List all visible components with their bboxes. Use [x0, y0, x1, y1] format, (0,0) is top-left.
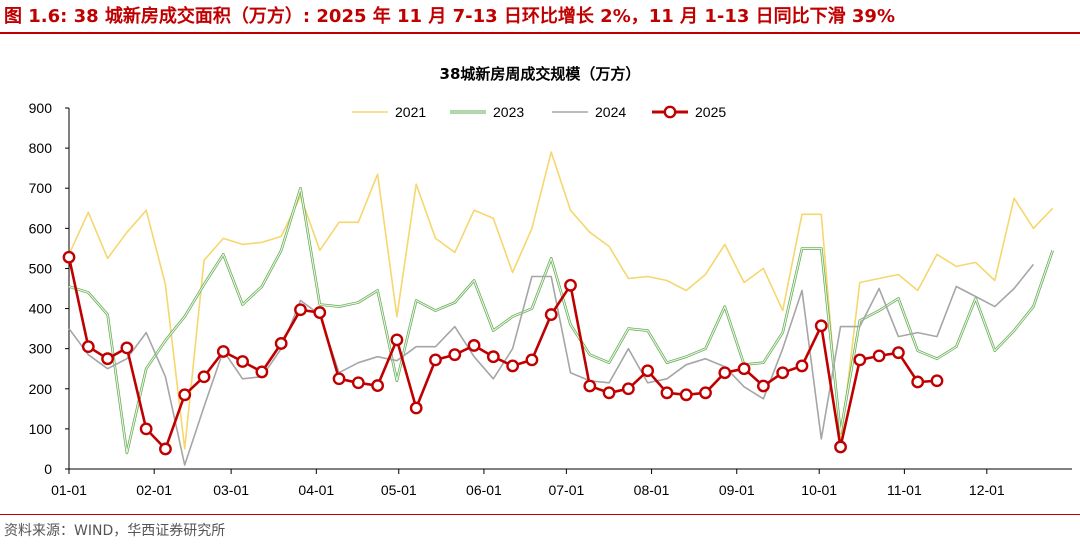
series-2025-point: [795, 359, 809, 373]
series-2025-point: [853, 353, 867, 367]
series-2025-point: [236, 355, 249, 368]
legend-label: 2023: [493, 104, 524, 120]
series-2025-point: [583, 379, 597, 393]
y-tick-label: 200: [29, 381, 53, 397]
series-2025-point: [930, 374, 944, 388]
title-rule: [0, 32, 1080, 34]
series-2025-point: [699, 386, 712, 400]
series-2025-point: [409, 401, 423, 415]
y-tick-label: 100: [29, 421, 53, 437]
series-2025-point: [429, 353, 442, 367]
series-2025-point: [178, 388, 192, 402]
x-tick-label: 09-01: [719, 482, 755, 498]
y-tick-label: 400: [29, 301, 53, 317]
x-tick-label: 07-01: [548, 482, 584, 498]
series-2025-point: [737, 362, 751, 376]
series-2025-point: [506, 359, 520, 373]
series-2025-point: [197, 370, 211, 384]
series-2025-point: [274, 337, 288, 350]
y-tick-label: 0: [44, 461, 52, 477]
y-tick-label: 900: [29, 100, 53, 116]
series-2025-point: [101, 352, 114, 366]
x-tick-label: 05-01: [381, 482, 417, 498]
legend-label: 2025: [695, 104, 726, 120]
series-2025-point: [756, 379, 770, 393]
series-2025-point: [371, 379, 385, 392]
x-tick-label: 10-01: [801, 482, 837, 498]
series-2025-point: [255, 365, 269, 379]
x-tick-label: 01-01: [51, 482, 87, 498]
y-tick-label: 700: [29, 180, 53, 196]
series-2025-point: [544, 308, 558, 321]
series-2023-line: [68, 187, 1054, 454]
y-tick-label: 300: [29, 341, 53, 357]
series-2025-point: [448, 348, 462, 362]
series-2025-point: [120, 341, 134, 355]
x-tick-label: 02-01: [136, 482, 172, 498]
series-2021-line: [68, 151, 1054, 450]
series-2025-point: [892, 346, 905, 360]
x-tick-label: 08-01: [634, 482, 670, 498]
x-tick-label: 04-01: [298, 482, 334, 498]
series-2025-point: [294, 303, 307, 317]
series-2025-point: [679, 388, 693, 402]
figure-title: 图 1.6: 38 城新房成交面积（万方）: 2025 年 11 月 7-13 …: [4, 6, 895, 27]
series-2025-point: [621, 382, 635, 396]
chart-title: 38城新房周成交规模（万方）: [440, 65, 641, 83]
source-note: 资料来源：WIND，华西证券研究所: [4, 523, 226, 539]
series-2025-point: [62, 250, 76, 264]
series-2025-point: [139, 422, 153, 436]
x-tick-label: 03-01: [213, 482, 249, 498]
legend-marker: [663, 105, 677, 119]
x-tick-label: 11-01: [887, 482, 922, 498]
y-tick-label: 500: [29, 260, 53, 276]
series-2025-point: [834, 440, 847, 454]
series-2025-point: [313, 306, 327, 319]
footer-rule: [0, 514, 1080, 515]
series-2025-point: [872, 349, 886, 363]
x-tick-label: 12-01: [969, 482, 1005, 498]
series-2025-point: [911, 375, 925, 389]
series-2025-point: [332, 372, 346, 386]
series-group: [62, 151, 1054, 466]
series-2025-point: [486, 350, 500, 364]
series-2025-point: [216, 345, 230, 358]
series-2025-point: [525, 353, 539, 367]
series-2025-point: [602, 386, 616, 400]
series-2025-point: [641, 364, 655, 378]
series-2024-line: [68, 263, 1035, 466]
x-tick-label: 06-01: [466, 482, 502, 498]
legend-label: 2024: [595, 104, 626, 120]
series-2025-point: [718, 366, 732, 380]
legend-label: 2021: [395, 104, 426, 120]
legend: 2021 2023 2024 2025: [352, 104, 726, 120]
series-2025-point: [776, 366, 790, 380]
series-2025-point: [660, 386, 674, 400]
series-2025-point: [159, 442, 172, 456]
series-2025-point: [814, 319, 828, 333]
series-2025-line: [67, 256, 938, 451]
y-tick-label: 800: [29, 140, 53, 156]
series-2025-point: [390, 333, 404, 347]
y-axis: 0 100 200 300 400 500 600 700 800 900: [29, 100, 70, 477]
y-tick-label: 600: [29, 220, 53, 236]
series-2025-point: [81, 340, 95, 354]
series-2025-point: [351, 376, 365, 390]
series-2025-point: [564, 278, 577, 292]
series-2025-point: [467, 339, 481, 352]
x-axis: 01-01 02-01 03-01 04-01 05-01 06-01 07-01 08-01…: [51, 468, 1072, 498]
